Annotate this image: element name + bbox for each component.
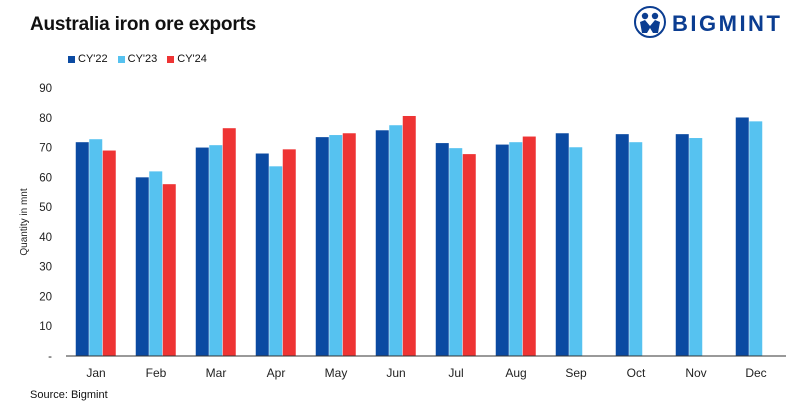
x-tick-label: Apr xyxy=(267,366,286,380)
bar-cy24-apr xyxy=(282,149,296,356)
source-note: Source: Bigmint xyxy=(30,389,108,401)
y-tick-label: 20 xyxy=(39,291,52,303)
bar-cy24-jun xyxy=(402,115,416,356)
bar-cy22-apr xyxy=(255,153,269,356)
y-tick-label: 50 xyxy=(39,202,52,214)
y-tick-label: 10 xyxy=(39,321,52,333)
legend-swatch-cy22 xyxy=(68,55,75,63)
legend-item-cy22: CY'22 xyxy=(68,53,108,65)
bar-cy23-feb xyxy=(149,171,163,356)
y-tick-label: 70 xyxy=(39,143,52,155)
bar-cy23-jul xyxy=(449,148,463,356)
bar-cy23-jun xyxy=(389,125,403,356)
legend-label-cy23: CY'23 xyxy=(127,53,158,65)
bigmint-logo: BIGMINT xyxy=(634,6,784,40)
x-tick-label: Sep xyxy=(565,366,587,380)
bar-cy22-aug xyxy=(495,144,509,356)
bar-chart: - 10 20 30 40 50 60 70 80 90 Quantity in mnt Jan Feb… xyxy=(19,83,786,380)
x-tick-label: Feb xyxy=(146,366,167,380)
chart-legend: CY'22 CY'23 CY'24 xyxy=(68,53,207,65)
bar-cy23-apr xyxy=(269,166,283,356)
bar-cy23-mar xyxy=(209,145,223,356)
legend-item-cy24: CY'24 xyxy=(167,53,207,65)
legend-label-cy24: CY'24 xyxy=(177,53,207,65)
x-tick-label: Jan xyxy=(86,366,105,380)
bar-cy23-may xyxy=(329,135,343,356)
bar-cy22-oct xyxy=(615,134,629,356)
x-tick-label: Jun xyxy=(386,366,405,380)
bar-cy23-dec xyxy=(749,121,763,357)
y-tick-label: - xyxy=(48,351,52,363)
legend-item-cy23: CY'23 xyxy=(117,53,158,65)
x-tick-label: Mar xyxy=(206,366,227,380)
bar-cy22-may xyxy=(315,137,329,356)
bar-cy24-feb xyxy=(162,184,176,356)
bar-cy23-oct xyxy=(629,142,643,356)
x-tick-label: Dec xyxy=(745,366,766,380)
bar-cy23-aug xyxy=(509,142,523,356)
y-tick-label: 60 xyxy=(39,172,52,184)
legend-label-cy22: CY'22 xyxy=(78,53,108,65)
bar-cy24-jul xyxy=(462,154,476,356)
y-tick-label: 40 xyxy=(39,232,52,244)
bar-cy23-jan xyxy=(89,139,103,356)
bar-cy23-nov xyxy=(689,138,703,356)
x-tick-label: Aug xyxy=(505,366,526,380)
y-tick-label: 80 xyxy=(39,113,52,125)
bar-cy24-aug xyxy=(522,136,536,356)
chart-title: Australia iron ore exports xyxy=(30,14,257,35)
x-tick-label: Nov xyxy=(685,366,706,380)
bar-cy22-feb xyxy=(135,177,149,356)
bar-cy22-jun xyxy=(375,130,389,356)
y-tick-label: 30 xyxy=(39,262,52,274)
bar-cy24-mar xyxy=(222,128,236,356)
bar-cy23-sep xyxy=(569,147,583,356)
y-tick-label: 90 xyxy=(39,83,52,95)
legend-swatch-cy23 xyxy=(117,55,125,63)
brand-name: BIGMINT xyxy=(672,11,783,36)
x-tick-label: Jul xyxy=(448,366,463,380)
bar-cy22-jul xyxy=(435,143,449,356)
legend-swatch-cy24 xyxy=(167,55,175,63)
bar-cy22-nov xyxy=(675,134,689,356)
bar-cy22-dec xyxy=(735,117,749,356)
x-tick-label: May xyxy=(325,366,348,380)
bar-cy22-jan xyxy=(75,142,89,356)
bigmint-logo-icon xyxy=(634,6,666,38)
bar-cy24-may xyxy=(342,133,356,356)
bar-cy22-sep xyxy=(555,133,569,356)
bar-cy24-jan xyxy=(102,150,116,356)
y-axis-label: Quantity in mnt xyxy=(19,188,30,255)
x-tick-label: Oct xyxy=(627,366,646,380)
bar-cy22-mar xyxy=(195,147,209,356)
